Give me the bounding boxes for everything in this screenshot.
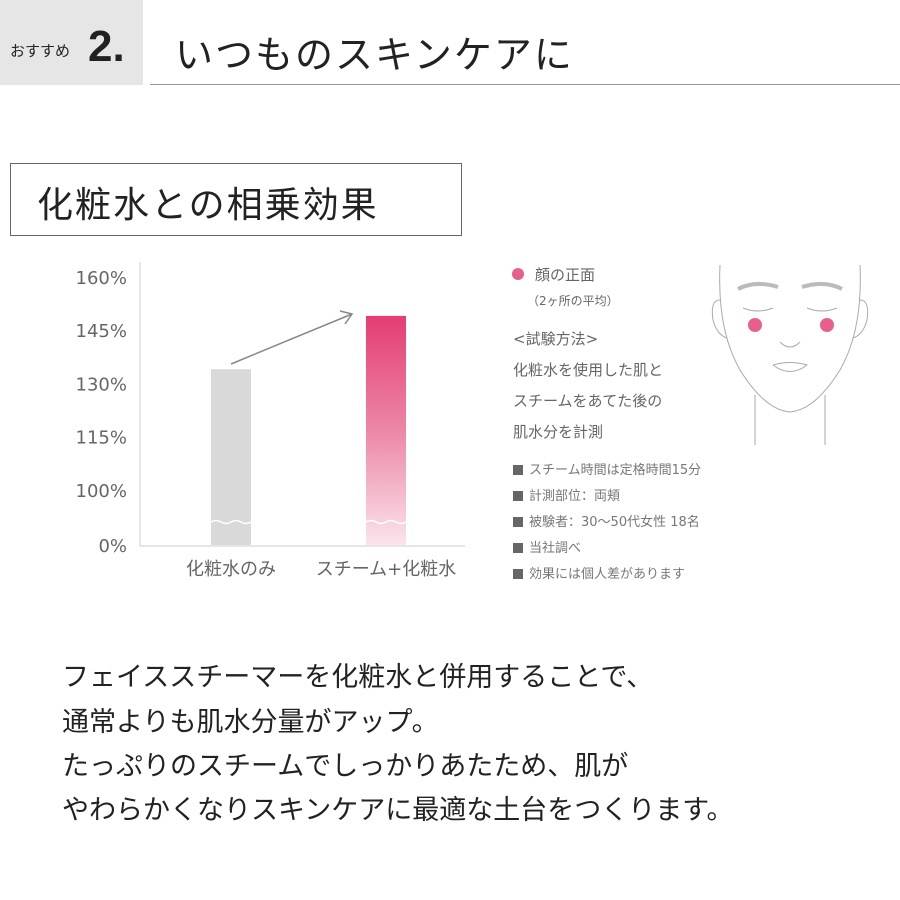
body-text-line: たっぷりのスチームでしっかりあたため、肌が [62,751,629,782]
header-divider [150,84,900,85]
note-item: 効果には個人差があります [513,563,685,582]
subtitle: 化粧水との相乗効果 [37,185,379,226]
square-bullet-icon [513,465,523,475]
bar [366,315,406,545]
body-text-line: フェイススチーマーを化粧水と併用することで、 [62,662,654,693]
note-item: 当社調べ [513,537,581,556]
y-tick-label: 160% [76,268,127,289]
y-tick-label: 145% [76,321,127,342]
body-text-line: やわらかくなりスキンケアに最適な土台をつくります。 [62,795,734,826]
legend-label: 顔の正面 [535,266,596,284]
face-illustration [711,264,869,445]
cheek-marker [748,318,762,332]
page-title: いつものスキンケアに [175,33,574,77]
square-bullet-icon [513,543,523,553]
y-tick-label: 115% [76,428,127,449]
recommend-badge: おすすめ 2. [0,0,143,85]
y-tick-label: 0% [98,536,127,557]
badge-number: 2. [88,22,125,71]
method-heading: <試験方法> [513,330,599,348]
arrow-head-icon [339,310,354,325]
body-text-line: 通常よりも肌水分量がアップ。 [62,707,439,738]
increase-arrow [230,313,353,365]
x-tick-label: スチーム+化粧水 [316,559,457,580]
note-item: 被験者：30〜50代女性 18名 [513,511,700,530]
note-item: 計測部位：両頬 [513,485,620,504]
legend-note: （2ヶ所の平均） [527,294,619,308]
bar [211,369,251,545]
x-tick-label: 化粧水のみ [186,559,276,580]
method-line: スチームをあてた後の [513,392,663,410]
y-tick-label: 100% [76,481,127,502]
method-line: 化粧水を使用した肌と [513,361,664,379]
subtitle-box: 化粧水との相乗効果 [10,163,462,236]
y-tick-label: 130% [76,374,127,395]
legend-dot [512,268,524,280]
badge-label: おすすめ [10,42,71,60]
axis-break-mark [210,519,252,525]
square-bullet-icon [513,569,523,579]
cheek-marker [820,318,834,332]
square-bullet-icon [513,517,523,527]
axis-break-mark [365,519,407,525]
note-item: スチーム時間は定格時間15分 [513,459,701,478]
method-line: 肌水分を計測 [513,423,604,441]
square-bullet-icon [513,491,523,501]
